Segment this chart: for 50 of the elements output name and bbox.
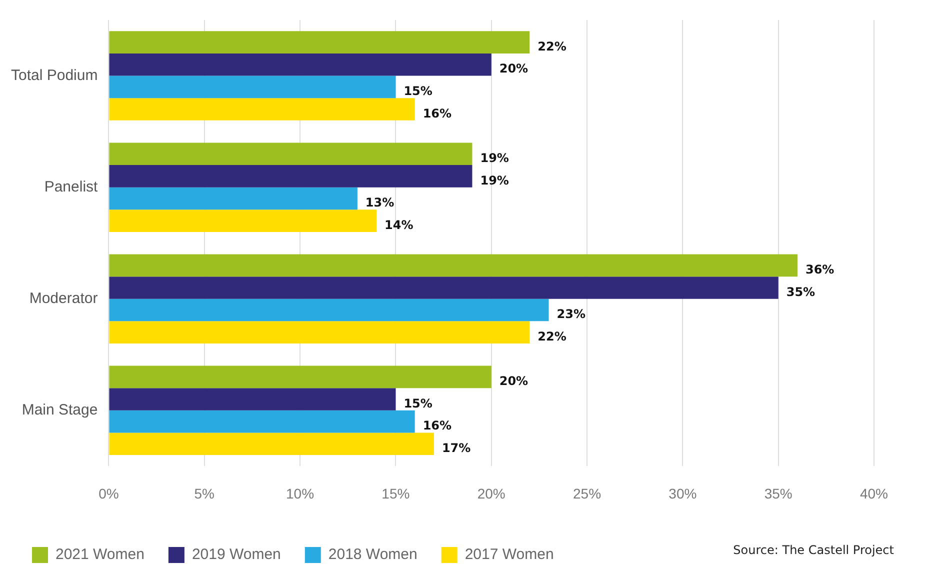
bar bbox=[109, 142, 472, 166]
y-tick-label: Main Stage bbox=[22, 402, 98, 419]
bar bbox=[109, 366, 492, 388]
x-tick-label: 5% bbox=[194, 485, 214, 502]
legend-label: 2018 Women bbox=[328, 546, 418, 564]
data-label: 20% bbox=[499, 374, 528, 388]
legend-label: 2021 Women bbox=[56, 546, 144, 564]
legend-label: 2017 Women bbox=[464, 546, 554, 564]
data-label: 23% bbox=[556, 307, 586, 322]
bar bbox=[109, 388, 396, 410]
data-label: 35% bbox=[786, 284, 816, 299]
data-label: 19% bbox=[480, 173, 509, 188]
data-label: 16% bbox=[422, 418, 452, 433]
data-label: 13% bbox=[365, 196, 394, 210]
x-tick-label: 35% bbox=[764, 485, 792, 502]
bar bbox=[109, 298, 549, 322]
data-label: 17% bbox=[442, 441, 471, 456]
x-tick-label: 25% bbox=[573, 485, 602, 502]
bar bbox=[109, 254, 798, 277]
data-label: 15% bbox=[404, 396, 432, 410]
source-note: Source: The Castell Project bbox=[733, 543, 894, 558]
x-tick-label: 15% bbox=[382, 485, 410, 502]
bar bbox=[109, 276, 778, 299]
x-tick-label: 10% bbox=[286, 485, 314, 502]
bar bbox=[109, 432, 434, 456]
x-tick-label: 40% bbox=[860, 485, 888, 502]
data-label: 16% bbox=[422, 106, 452, 120]
y-tick-label: Moderator bbox=[29, 290, 98, 308]
data-label: 22% bbox=[538, 329, 566, 344]
data-label: 19% bbox=[480, 150, 509, 165]
bar bbox=[109, 76, 396, 98]
y-tick-label: Total Podium bbox=[10, 66, 98, 84]
bar bbox=[109, 53, 492, 76]
data-label: 36% bbox=[805, 262, 834, 277]
data-label: 20% bbox=[499, 62, 528, 76]
bar bbox=[109, 187, 358, 210]
x-tick-label: 30% bbox=[668, 485, 697, 502]
y-tick-label: Panelist bbox=[44, 178, 99, 196]
bar bbox=[109, 98, 415, 120]
bar bbox=[109, 410, 415, 433]
legend-label: 2019 Women bbox=[192, 546, 281, 564]
bar bbox=[109, 321, 530, 344]
x-tick-label: 20% bbox=[477, 485, 506, 502]
data-label: 15% bbox=[404, 84, 432, 98]
data-label: 14% bbox=[384, 218, 414, 232]
data-label: 22% bbox=[538, 39, 566, 54]
bar bbox=[109, 210, 377, 232]
bar bbox=[109, 165, 472, 188]
x-tick-label: 0% bbox=[98, 485, 119, 502]
bar bbox=[109, 31, 530, 54]
